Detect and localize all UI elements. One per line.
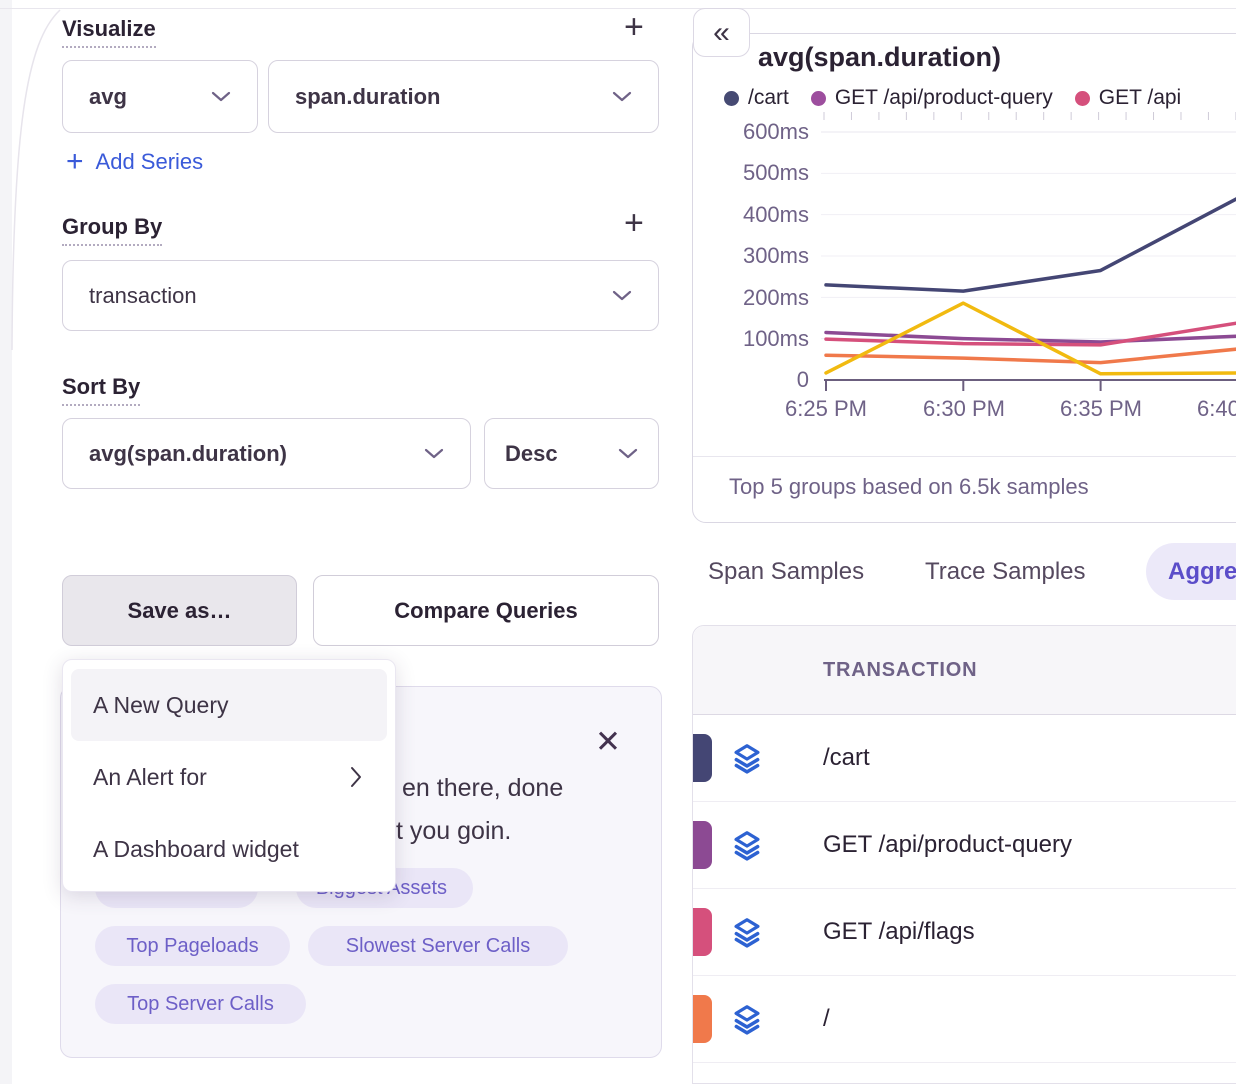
table-row[interactable]: /cart — [693, 715, 1236, 802]
close-icon[interactable]: ✕ — [595, 724, 621, 759]
stacked-spans-icon — [734, 1005, 760, 1035]
x-axis-label: 6:25 PM — [785, 396, 867, 421]
aggregates-table: TRANSACTION /cart GET /api/product-query — [692, 625, 1236, 1084]
samples-tabs: Span Samples Trace Samples Aggregates — [0, 543, 1236, 600]
sort-field-value: avg(span.duration) — [89, 440, 288, 466]
y-axis-label: 200ms — [742, 285, 809, 310]
group-by-value: transaction — [89, 282, 197, 308]
suggested-query-pill[interactable]: Top Server Calls — [95, 984, 306, 1024]
table-row[interactable]: / — [693, 976, 1236, 1063]
table-row[interactable]: GET /api/product-query — [693, 802, 1236, 889]
add-series-label: Add Series — [95, 149, 204, 174]
x-axis-label: 6:35 PM — [1060, 396, 1142, 421]
y-axis-label: 100ms — [742, 326, 809, 351]
save-as-menu: A New Query An Alert for A Dashboard wid… — [62, 659, 396, 892]
sort-direction-value: Desc — [505, 440, 558, 466]
compare-queries-button[interactable]: Compare Queries — [313, 575, 659, 646]
suggested-query-pill[interactable]: Slowest Server Calls — [308, 926, 568, 966]
y-axis-label: 600ms — [742, 119, 809, 144]
y-axis-label: 400ms — [742, 202, 809, 227]
transaction-name: /cart — [823, 744, 870, 771]
chevron-down-icon — [612, 290, 632, 301]
group-by-heading: Group By — [62, 214, 163, 246]
banner-text-line1: en there, done — [402, 774, 564, 802]
x-axis-label: 6:40 PM — [1197, 396, 1236, 421]
y-axis-label: 500ms — [742, 160, 809, 185]
tab-trace-samples[interactable]: Trace Samples — [925, 558, 1086, 585]
chart-legend: /cart GET /api/product-query GET /api — [724, 86, 1181, 110]
chevron-down-icon — [618, 448, 638, 459]
legend-item[interactable]: GET /api — [1074, 86, 1182, 110]
y-axis-label: 300ms — [742, 243, 809, 268]
field-value: span.duration — [295, 83, 441, 109]
chart-footer-divider — [693, 456, 1236, 457]
menu-item-alert[interactable]: An Alert for — [71, 741, 387, 813]
tab-span-samples[interactable]: Span Samples — [708, 558, 865, 585]
transaction-column-header[interactable]: TRANSACTION — [823, 659, 978, 681]
menu-item-label: An Alert for — [93, 763, 207, 790]
left-gutter-strip — [0, 0, 12, 1084]
legend-label: GET /api — [1098, 86, 1182, 109]
menu-item-new-query[interactable]: A New Query — [71, 669, 387, 741]
menu-item-dashboard-widget[interactable]: A Dashboard widget — [71, 813, 387, 885]
x-axis-label: 6:30 PM — [923, 396, 1005, 421]
chart-footer-text: Top 5 groups based on 6.5k samples — [729, 474, 1089, 499]
chevron-down-icon — [612, 91, 632, 102]
compare-queries-label: Compare Queries — [394, 597, 578, 623]
legend-dot — [1074, 90, 1090, 106]
sort-field-select[interactable]: avg(span.duration) — [62, 418, 471, 489]
suggested-query-pill[interactable]: Top Pageloads — [95, 926, 290, 966]
legend-item[interactable]: /cart — [724, 86, 789, 110]
save-as-label: Save as… — [127, 597, 232, 623]
add-visualize-button[interactable]: + — [624, 8, 644, 46]
plus-icon: + — [66, 145, 84, 178]
chart-card: avg(span.duration) /cart GET /api/produc… — [692, 33, 1236, 523]
line-chart — [821, 112, 1236, 391]
legend-item[interactable]: GET /api/product-query — [810, 86, 1053, 110]
group-by-select[interactable]: transaction — [62, 260, 659, 331]
chart-title: avg(span.duration) — [758, 42, 1002, 72]
sort-direction-select[interactable]: Desc — [484, 418, 659, 489]
legend-dot — [724, 90, 739, 106]
legend-dot — [810, 90, 826, 106]
transaction-name: GET /api/flags — [823, 918, 975, 945]
transaction-name: / — [823, 1005, 830, 1032]
menu-item-label: A New Query — [93, 691, 229, 718]
series-color-bar — [693, 908, 712, 956]
save-as-button[interactable]: Save as… — [62, 575, 297, 646]
y-axis-label: 0 — [796, 367, 809, 392]
stacked-spans-icon — [734, 918, 760, 948]
stacked-spans-icon — [734, 744, 760, 774]
chevron-down-icon — [211, 91, 231, 102]
series-color-bar — [693, 821, 712, 869]
top-divider — [0, 8, 1236, 9]
sort-by-heading: Sort By — [62, 374, 141, 406]
submenu-chevron-icon — [351, 767, 361, 787]
collapse-panel-button[interactable]: « — [693, 8, 750, 57]
aggregate-value: avg — [89, 83, 127, 109]
legend-label: /cart — [748, 86, 789, 109]
chevron-down-icon — [424, 448, 444, 459]
banner-text-line2: t you goin. — [396, 817, 512, 845]
decorative-arc — [11, 9, 61, 351]
menu-item-label: A Dashboard widget — [93, 835, 299, 862]
aggregate-select[interactable]: avg — [62, 60, 258, 133]
stacked-spans-icon — [734, 831, 760, 861]
table-row[interactable]: GET /api/flags — [693, 889, 1236, 976]
tab-aggregates[interactable]: Aggregates — [1146, 543, 1236, 600]
series-color-bar — [693, 734, 712, 782]
transaction-name: GET /api/product-query — [823, 831, 1073, 858]
visualize-heading: Visualize — [62, 16, 156, 48]
table-header: TRANSACTION — [693, 626, 1236, 715]
add-series-button[interactable]: + Add Series — [66, 145, 204, 178]
series-color-bar — [693, 995, 712, 1043]
add-group-by-button[interactable]: + — [624, 204, 644, 242]
field-select[interactable]: span.duration — [268, 60, 659, 133]
legend-label: GET /api/product-query — [834, 86, 1053, 109]
